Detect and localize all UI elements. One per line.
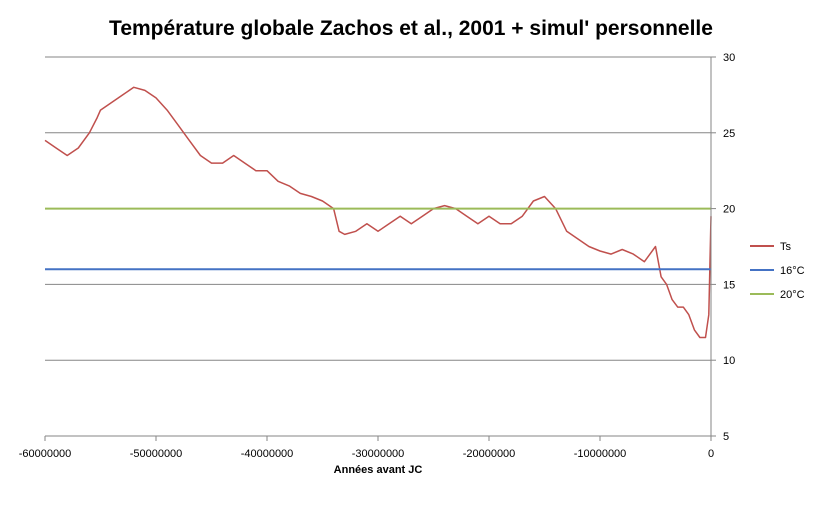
x-tick-label: -50000000 [130, 448, 183, 460]
y-tick-label: 15 [723, 279, 735, 291]
chart-title: Température globale Zachos et al., 2001 … [109, 17, 713, 40]
series-line-1 [44, 86, 712, 339]
series-layer [44, 86, 712, 339]
axis-layer [44, 56, 716, 441]
x-tick-label: -30000000 [352, 448, 405, 460]
y-tick-label: 5 [723, 431, 729, 443]
y-tick-label: 20 [723, 204, 735, 216]
y-tick-label: 30 [723, 52, 735, 64]
y-tick-label: 10 [723, 355, 735, 367]
legend-label-3: 20°C [780, 289, 805, 301]
x-tick-label: -60000000 [19, 448, 72, 460]
tick-label-layer: 5 10 15 20 25 30 -60000000 -50000000 -40000000 -3… [19, 52, 736, 460]
x-axis-label: Années avant JC [334, 464, 423, 476]
x-tick-label: 0 [708, 448, 714, 460]
x-tick-label: -20000000 [463, 448, 516, 460]
x-tick-label: -10000000 [574, 448, 627, 460]
legend: Ts 16°C 20°C [750, 241, 805, 301]
y-tick-label: 25 [723, 128, 735, 140]
legend-label-2: 16°C [780, 265, 805, 277]
x-tick-label: -40000000 [241, 448, 294, 460]
legend-label-1: Ts [780, 241, 792, 253]
